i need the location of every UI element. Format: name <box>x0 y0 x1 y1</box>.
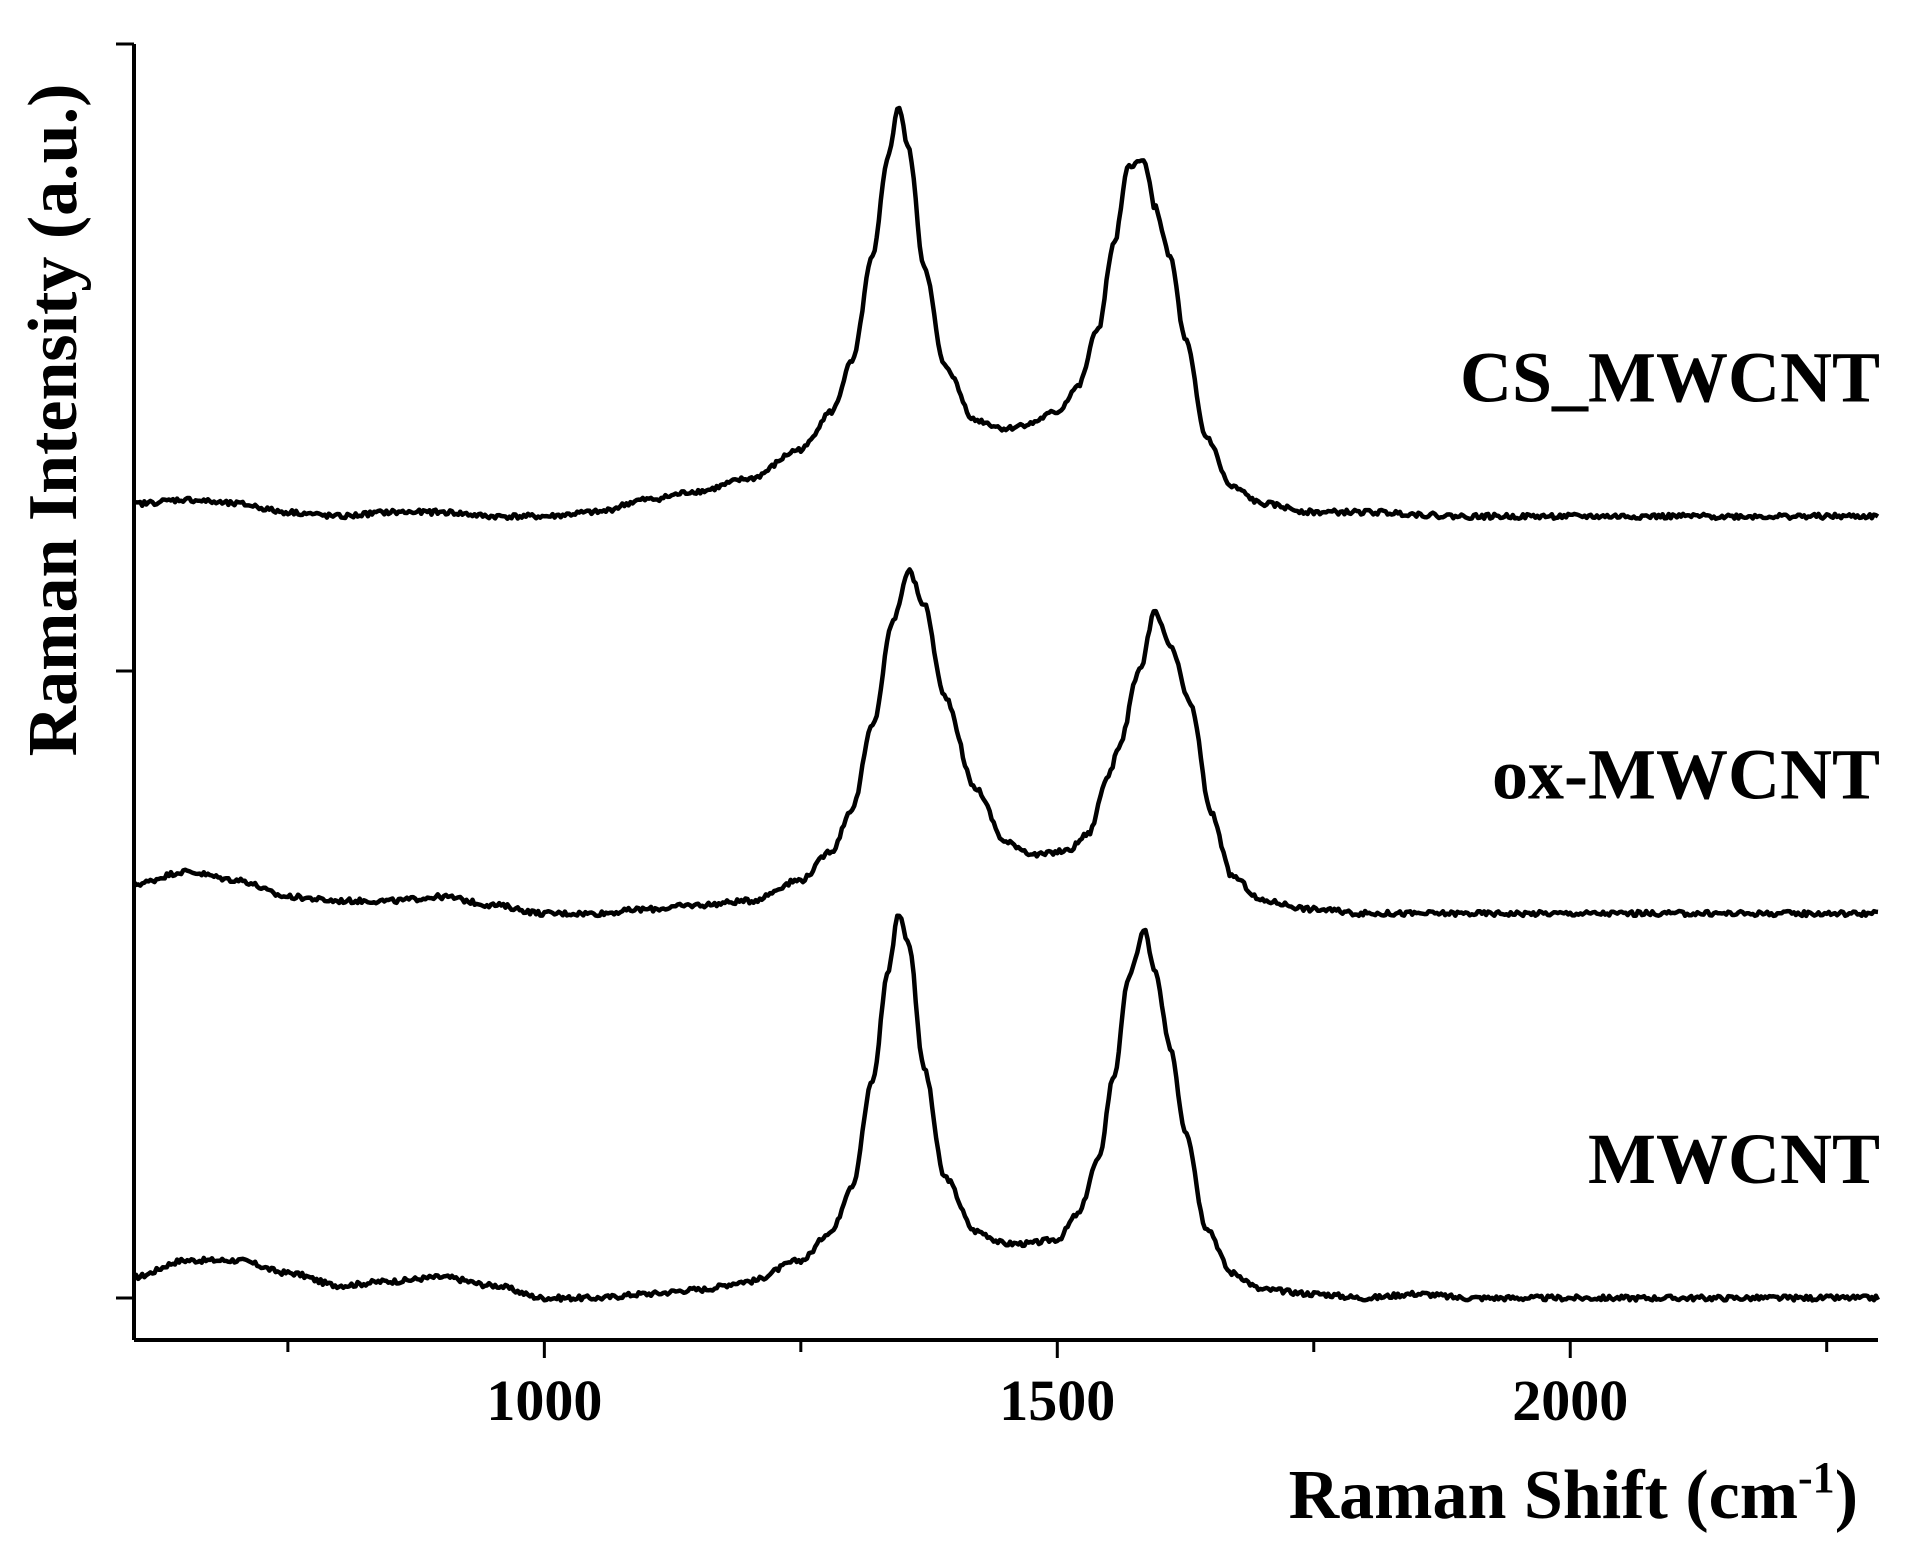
x-axis-title-superscript: -1 <box>1798 1453 1835 1502</box>
x-axis-title-main: Raman Shift (cm <box>1289 1457 1798 1534</box>
series-label-ox-mwcnt: ox-MWCNT <box>1492 734 1880 814</box>
plot-area: 1000 1500 2000 MWCNT ox-MWCNT CS_MWCNT <box>116 42 1881 1433</box>
series-line-cs_mwcnt <box>133 105 1880 522</box>
series-lines <box>132 105 1881 1303</box>
x-tick-label: 2000 <box>1512 1368 1628 1433</box>
x-ticks: 1000 1500 2000 <box>286 1340 1829 1433</box>
y-ticks <box>116 42 134 1300</box>
series-line-mwcnt <box>133 913 1881 1303</box>
series-line-ox-mwcnt <box>132 567 1879 919</box>
x-tick-label: 1000 <box>486 1368 602 1433</box>
x-axis-title-close: ) <box>1835 1457 1858 1534</box>
series-label-cs_mwcnt: CS_MWCNT <box>1460 337 1880 417</box>
x-tick-label: 1500 <box>999 1368 1115 1433</box>
y-axis-title: Raman Intensity (a.u.) <box>15 84 92 757</box>
x-axis-title: Raman Shift (cm-1) <box>1289 1453 1858 1534</box>
series-labels: MWCNT ox-MWCNT CS_MWCNT <box>1460 337 1880 1199</box>
series-label-mwcnt: MWCNT <box>1588 1119 1880 1199</box>
